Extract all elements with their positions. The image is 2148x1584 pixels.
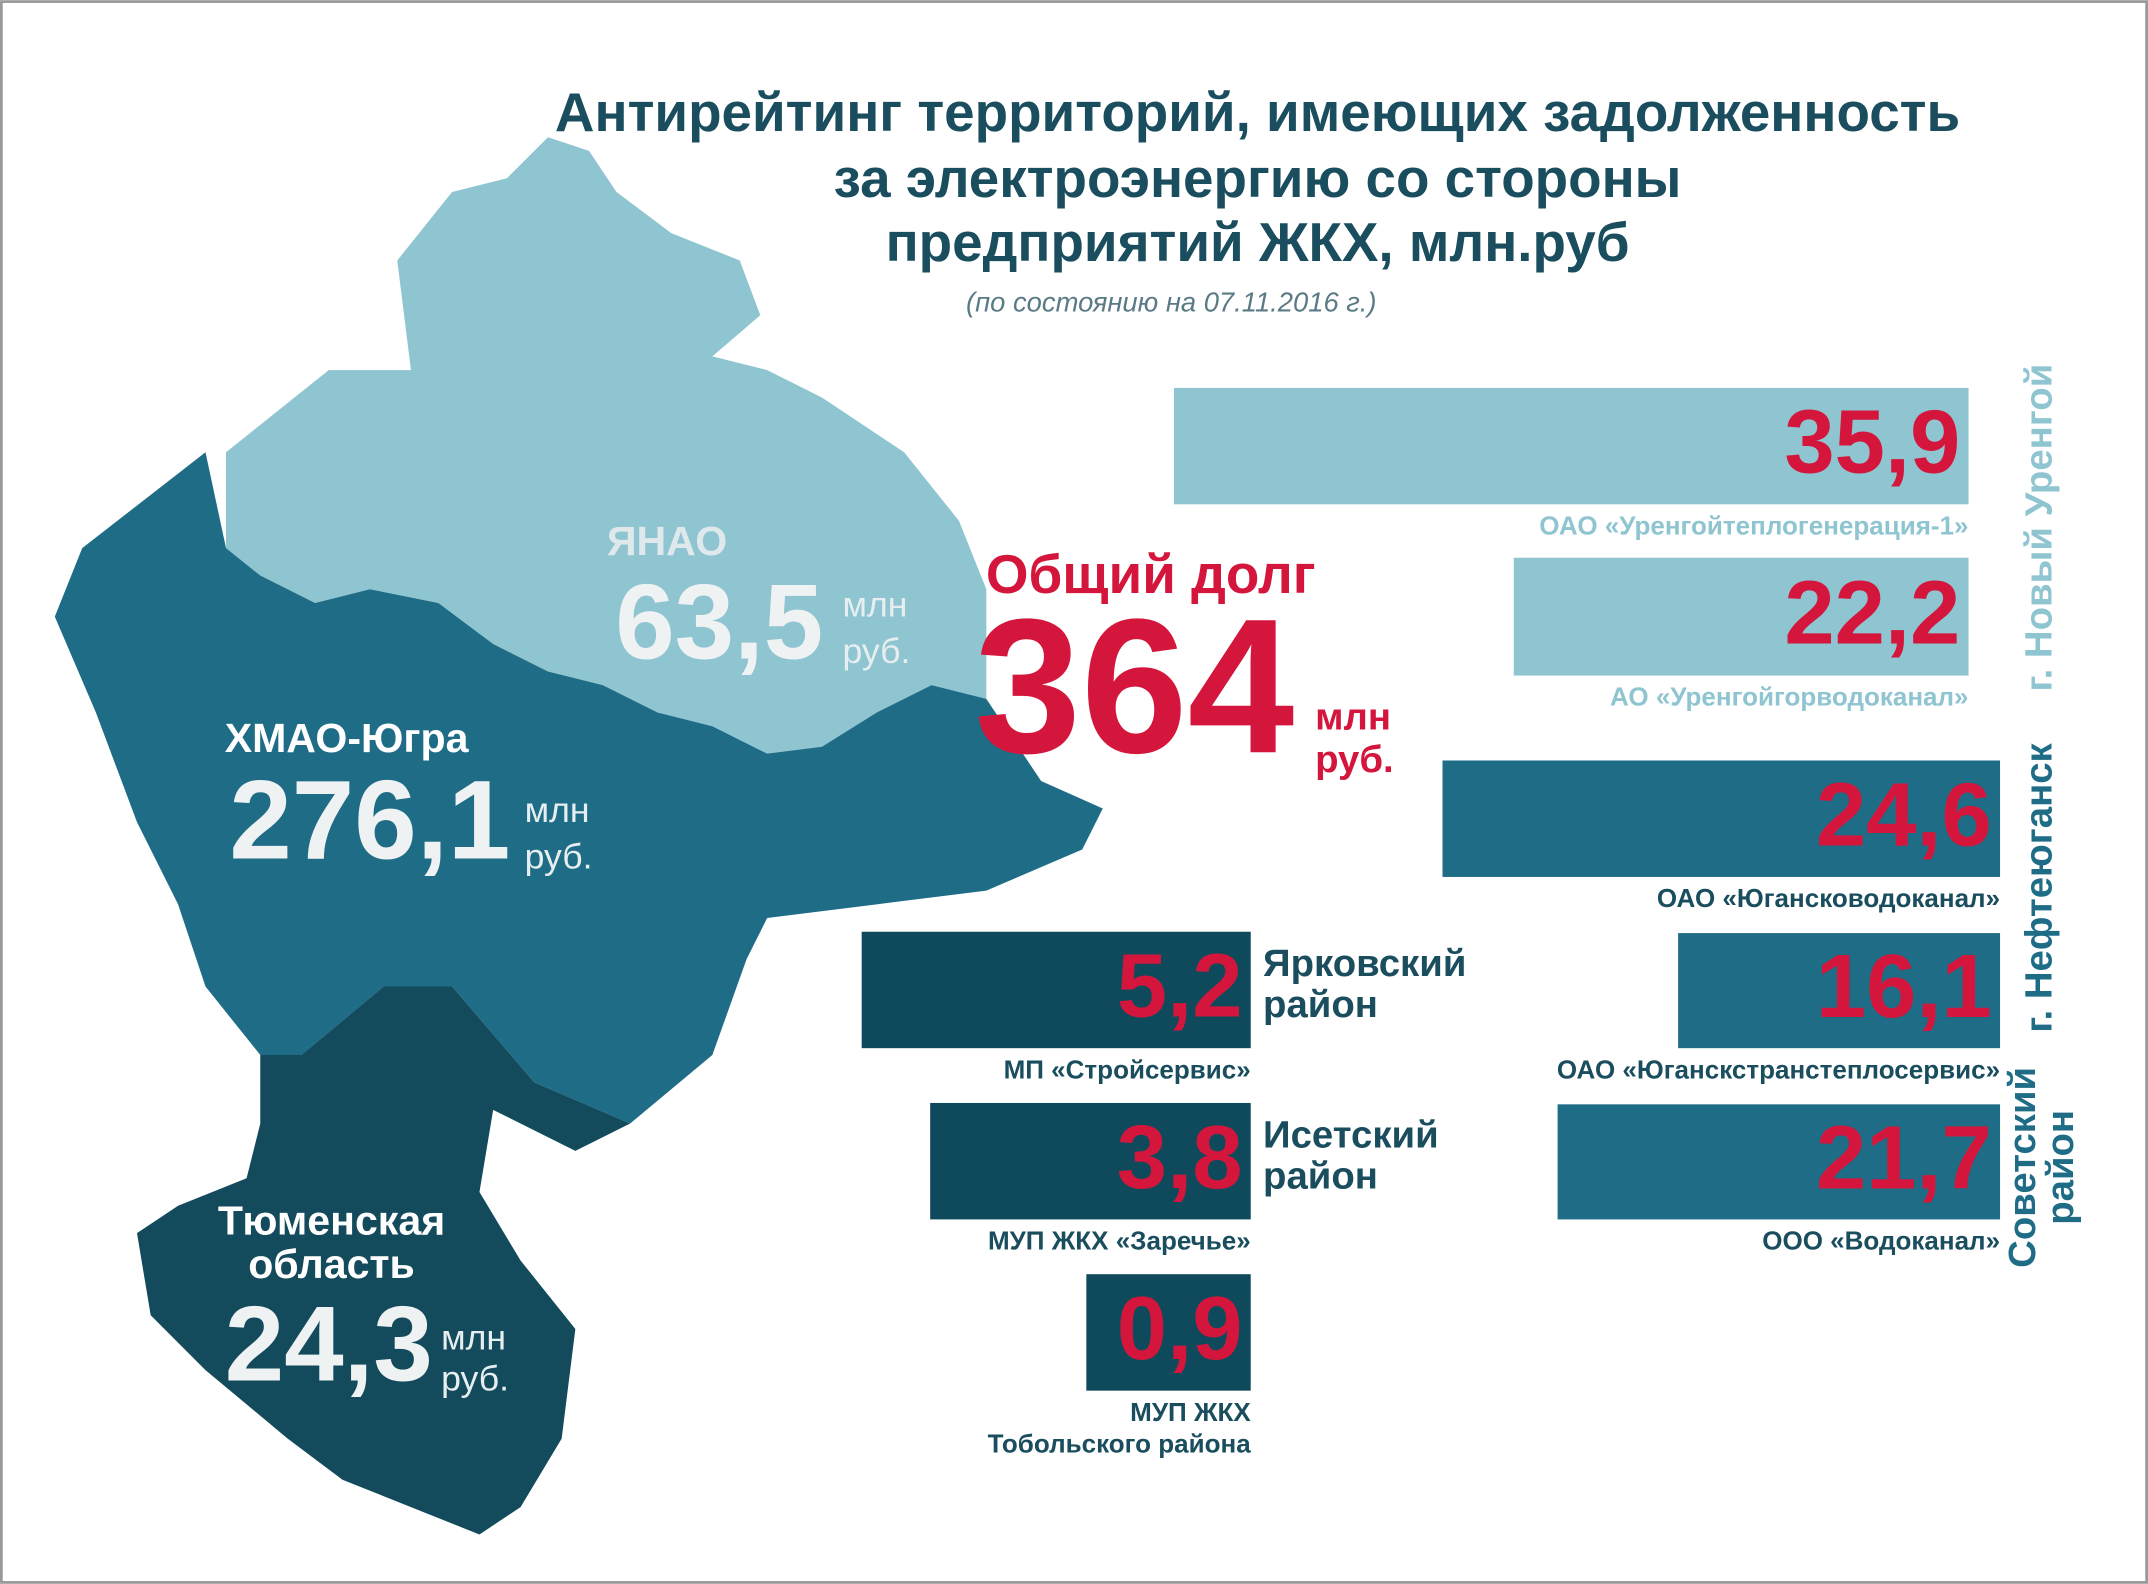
title-line: за электроэнергию со стороны [834, 147, 1682, 209]
bar [1678, 933, 2001, 1049]
bar [930, 1102, 1251, 1220]
region-unit: руб. [441, 1358, 509, 1398]
group-name: район [2039, 1110, 2082, 1225]
group-name: г. Новый Уренгой [2017, 364, 2060, 692]
region-tyumen [136, 986, 631, 1535]
total-value: 364 [974, 578, 1294, 793]
bar [1557, 1104, 2001, 1220]
bar-label: МУП ЖКХ «Заречье» [988, 1226, 1251, 1256]
bar [1513, 557, 1969, 676]
bar [1086, 1274, 1251, 1391]
bar-label: МП «Стройсервис» [1004, 1054, 1251, 1084]
total-unit: руб. [1315, 738, 1394, 781]
bar-value: 0,9 [1117, 1278, 1243, 1379]
bar-value: 3,8 [1117, 1107, 1243, 1208]
bar [861, 931, 1251, 1049]
group-name: район [1263, 1154, 1378, 1197]
region-name: ЯНАО [607, 518, 727, 564]
total-unit: млн [1315, 696, 1391, 739]
region-unit: млн [525, 790, 590, 830]
bar-label: АО «Уренгойгорводоканал» [1610, 682, 1969, 712]
region-name: область [248, 1241, 415, 1287]
region-value: 276,1 [229, 757, 510, 883]
bar-label: МУП ЖКХ [1130, 1397, 1251, 1427]
note: (по состоянию на 07.11.2016 г.) [966, 287, 1377, 318]
bar-label: ОАО «Юганскстранстеплосервис» [1557, 1054, 2000, 1084]
group-name: район [1263, 983, 1378, 1026]
title-line: Антирейтинг территорий, имеющих задолжен… [555, 81, 1960, 143]
region-value: 63,5 [615, 562, 823, 682]
total-label: Общий долг [986, 543, 1316, 605]
region-name: Тюменская [218, 1197, 445, 1243]
group-name: Советский [2001, 1067, 2044, 1268]
group-name: г. Нефтеюганск [2017, 742, 2060, 1032]
region-unit: руб. [525, 837, 593, 877]
bar-label: Тобольского района [988, 1428, 1252, 1458]
group-name: Исетский [1263, 1113, 1439, 1156]
group-name: Ярковский [1263, 942, 1466, 985]
bar-value: 22,2 [1784, 562, 1960, 663]
region-unit: млн [441, 1317, 506, 1357]
bar-value: 35,9 [1784, 392, 1960, 493]
region-khmao [54, 452, 1103, 1124]
region-ynao [226, 137, 987, 754]
bar-value: 5,2 [1117, 936, 1243, 1037]
bar-value: 16,1 [1816, 936, 1992, 1037]
bar-value: 24,6 [1816, 764, 1992, 865]
bar-label: ОАО «Уренгойтеплогенерация-1» [1539, 510, 1968, 540]
bar [1442, 760, 2001, 877]
region-unit: руб. [842, 631, 910, 671]
title-line: предприятий ЖКХ, млн.руб [886, 211, 1630, 273]
bar [1174, 387, 1969, 505]
bar-label: ООО «Водоканал» [1762, 1226, 2000, 1256]
region-unit: млн [842, 584, 907, 624]
bar-value: 21,7 [1816, 1107, 1992, 1208]
region-name: ХМАО-Югра [225, 715, 470, 761]
bar-label: ОАО «Югансководоканал» [1657, 883, 2000, 913]
region-value: 24,3 [225, 1284, 433, 1404]
